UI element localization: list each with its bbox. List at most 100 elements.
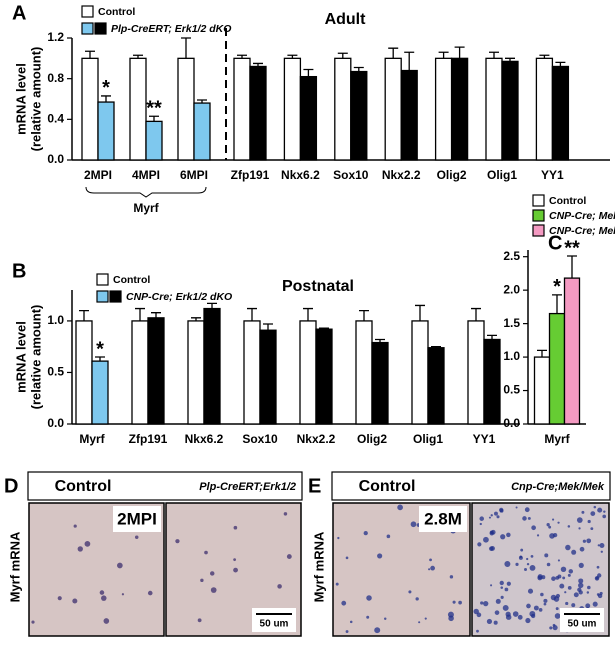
bar [145,120,163,161]
stain-dot [283,512,288,516]
y-tick-label: 1.5 [503,316,520,330]
stain-dot [599,542,605,548]
bar [315,328,333,425]
stain-dot [496,515,500,519]
legend-swatch [96,290,109,303]
stain-dot [500,534,506,540]
y-tick-label: 0.0 [47,416,64,430]
stain-dot [233,525,238,530]
stain-dot [374,627,381,634]
legend-swatch [81,22,94,35]
x-tick-label: 4MPI [132,168,160,182]
stain-dot [447,611,454,618]
stain-dot [200,578,204,583]
stain-dot [531,525,536,531]
stain-dot [529,564,536,571]
stain-dot [488,516,491,519]
x-tick-label: Sox10 [333,168,369,182]
bar [371,341,389,425]
stain-dot [559,583,565,589]
stain-dot [565,601,569,606]
stain-dot [578,590,583,595]
panel-letter: D [4,475,18,497]
stain-dot [587,519,591,524]
stain-dot [512,611,519,617]
stain-dot [506,532,511,538]
panel-header [27,471,303,501]
stain-dot [486,618,493,625]
bar [81,57,99,161]
legend-label: Control [549,195,586,207]
panel-letter: E [308,475,321,497]
bar [485,57,503,161]
bar [243,320,261,425]
stain-dot [499,507,504,513]
y-tick-label: 1.0 [47,313,64,327]
stain-dot [483,536,489,543]
bar [551,65,570,161]
legend-swatch [96,273,109,286]
stain-dot [537,575,543,581]
stain-dot [527,588,534,594]
legend-label: Control [98,6,135,18]
x-tick-label: Myrf [79,432,105,446]
stain-dot [562,576,566,580]
stain-dot [555,576,560,580]
bar [147,317,165,425]
stain-dot [587,585,591,590]
stain-dot [134,535,139,539]
header-left: Control [359,478,416,495]
stain-dot [490,584,493,587]
stain-dot [495,598,501,604]
stain-dot [489,530,494,535]
x-tick-label: Olig1 [487,168,517,182]
stain-dot [576,517,583,523]
stain-dot [384,617,387,621]
time-box [419,506,467,532]
stain-dot [337,536,340,540]
legend-swatch [109,290,122,303]
stain-dot [476,629,479,633]
y-tick-label: 1.2 [47,30,64,44]
bar [249,65,267,161]
x-tick-label: Sox10 [242,432,278,446]
scale-label: 50 um [568,619,597,630]
stain-dot [480,601,484,605]
bracket [85,186,207,198]
x-tick-label: 6MPI [180,168,208,182]
stain-dot [117,562,123,569]
bar [355,320,373,425]
stain-dot [452,600,456,604]
stain-dot [506,581,511,586]
stain-dot [515,506,518,509]
stain-dot [530,555,534,558]
x-tick-label: Zfp191 [129,432,168,446]
legend-label: Plp-CreERT; Erk1/2 dKO [111,23,231,35]
stain-dot [430,565,435,571]
stain-dot [504,561,511,568]
stain-dot [581,510,585,514]
stain-dot [602,514,607,519]
x-tick-label: Nkx2.2 [382,168,421,182]
bar [233,57,251,161]
legend-swatch [532,194,545,207]
bar [129,57,147,161]
bar [91,360,109,425]
bar [187,320,205,425]
stain-dot [543,598,548,603]
stain-dot [571,603,576,608]
stain-dot [586,591,590,594]
bar [350,70,368,161]
stain-dot [567,573,571,577]
stain-dot [541,575,546,580]
x-tick-label: Nkx6.2 [185,432,224,446]
time-box [113,506,161,532]
stain-dot [408,590,412,594]
stain-dot [210,571,215,576]
stain-dot [502,605,509,611]
stain-dot [590,511,596,516]
stain-dot [121,593,125,596]
bar [411,320,429,425]
x-tick-label: YY1 [541,168,564,182]
